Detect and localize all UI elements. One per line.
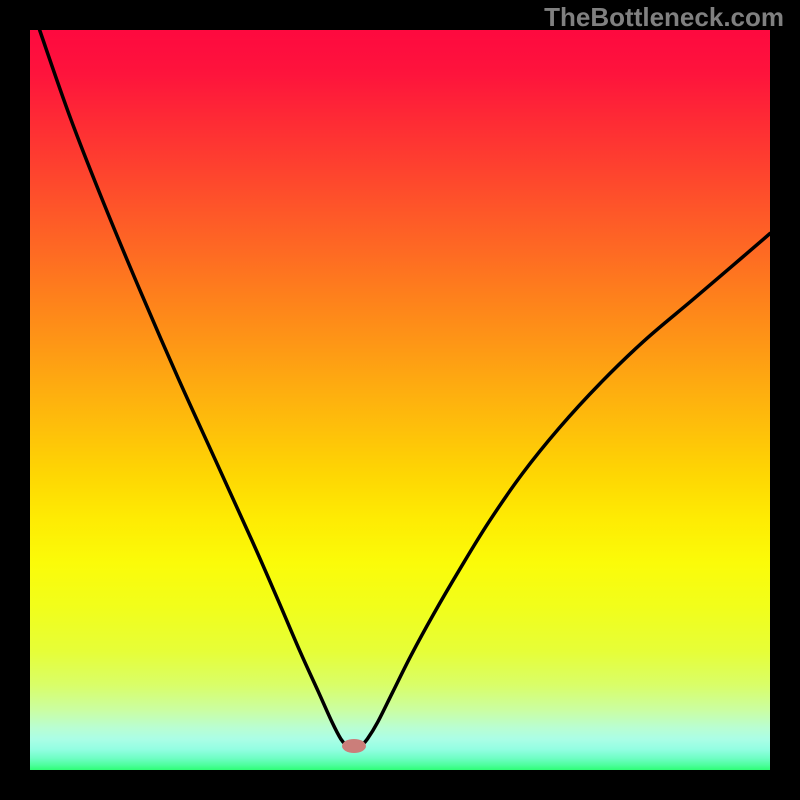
- watermark-text: TheBottleneck.com: [544, 2, 784, 33]
- plot-area: [30, 30, 770, 770]
- curve-left-branch: [40, 30, 347, 746]
- optimal-point-marker: [342, 739, 366, 753]
- curve-right-branch: [362, 234, 770, 746]
- bottleneck-curve: [30, 30, 770, 770]
- chart-container: TheBottleneck.com: [0, 0, 800, 800]
